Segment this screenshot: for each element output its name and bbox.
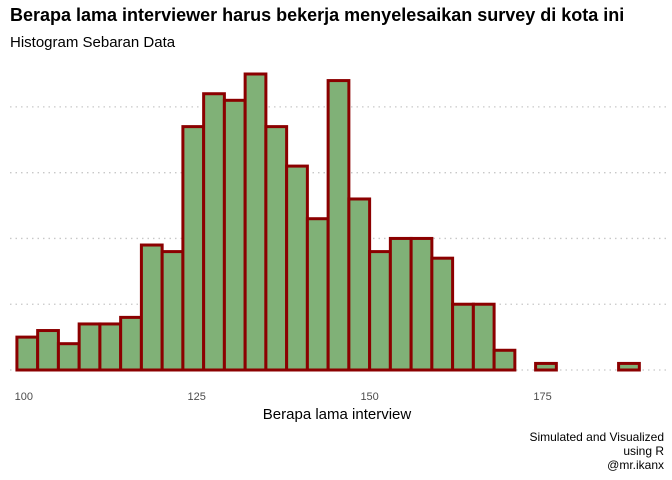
histogram-bar (492, 348, 517, 372)
histogram-bar (409, 236, 434, 372)
histogram-bar (119, 315, 143, 372)
histogram-bar (36, 329, 60, 372)
histogram-bar (98, 322, 123, 372)
histogram-bar (139, 243, 164, 372)
caption-line-2: using R (623, 444, 664, 458)
caption-line-3: @mr.ikanx (607, 458, 664, 472)
histogram-bar (264, 125, 289, 372)
x-tick-label: 100 (15, 391, 33, 403)
x-tick-label: 150 (360, 391, 378, 403)
histogram-bar (243, 72, 268, 372)
histogram-bar (368, 250, 392, 372)
x-axis-label: Berapa lama interview (263, 406, 412, 423)
chart-caption: Simulated and Visualized using R @mr.ika… (529, 430, 664, 472)
histogram-bars (15, 72, 641, 372)
histogram-bar (471, 302, 496, 372)
histogram-bar (202, 92, 226, 372)
histogram-bar (285, 164, 309, 372)
histogram-bar (222, 98, 247, 372)
histogram-bar (388, 236, 413, 372)
histogram-bar (430, 256, 455, 372)
histogram-bar (326, 79, 351, 372)
x-tick-label: 125 (188, 391, 206, 403)
histogram-bar (617, 361, 641, 372)
histogram-bar (451, 302, 475, 372)
chart-title: Berapa lama interviewer harus bekerja me… (10, 5, 625, 25)
caption-line-1: Simulated and Visualized (529, 430, 664, 444)
histogram-bar (534, 361, 558, 372)
x-tick-label: 175 (533, 391, 551, 403)
x-tick-labels: 100 125 150 175 (15, 391, 552, 403)
histogram-bar (15, 335, 40, 372)
histogram-bar (77, 322, 102, 372)
histogram-bar (305, 217, 330, 372)
histogram-bar (56, 342, 81, 372)
histogram-bar (160, 250, 185, 372)
histogram-bar (181, 125, 206, 372)
chart-subtitle: Histogram Sebaran Data (10, 34, 176, 51)
histogram-bar (347, 197, 372, 372)
